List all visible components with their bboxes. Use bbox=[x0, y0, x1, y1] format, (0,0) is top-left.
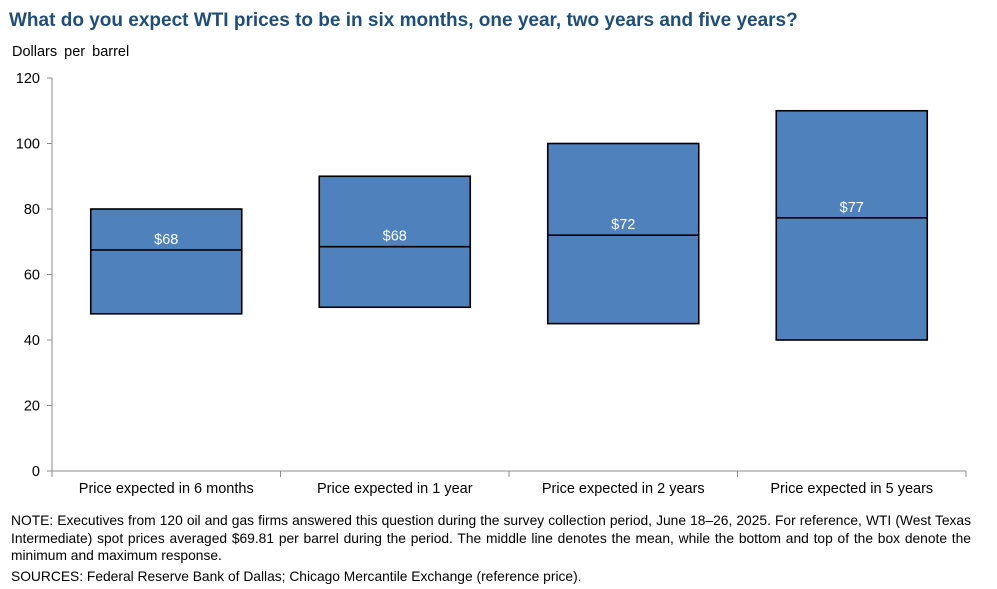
y-tick-label: 60 bbox=[24, 268, 40, 284]
x-category-label: Price expected in 6 months bbox=[79, 481, 254, 497]
range-box bbox=[775, 109, 929, 341]
mean-data-label: $77 bbox=[840, 200, 864, 216]
note-text: NOTE: Executives from 120 oil and gas fi… bbox=[11, 513, 971, 563]
y-tick-label: 100 bbox=[16, 137, 40, 153]
y-tick-label: 40 bbox=[24, 333, 40, 349]
mean-data-label: $72 bbox=[611, 217, 635, 233]
chart-note: NOTE: Executives from 120 oil and gas fi… bbox=[11, 512, 971, 565]
range-box bbox=[318, 175, 472, 309]
y-tick-label: 80 bbox=[24, 202, 40, 218]
chart-sources: SOURCES: Federal Reserve Bank of Dallas;… bbox=[11, 569, 582, 584]
mean-data-label: $68 bbox=[383, 229, 407, 245]
y-tick-label: 20 bbox=[24, 399, 40, 415]
range-box bbox=[89, 208, 243, 315]
x-category-label: Price expected in 5 years bbox=[770, 481, 933, 497]
y-tick-label: 120 bbox=[16, 71, 40, 87]
chart-title: What do you expect WTI prices to be in s… bbox=[9, 10, 798, 31]
y-tick-label: 0 bbox=[32, 464, 40, 480]
x-category-label: Price expected in 1 year bbox=[317, 481, 473, 497]
mean-data-label: $68 bbox=[154, 232, 178, 248]
x-category-label: Price expected in 2 years bbox=[542, 481, 705, 497]
y-axis-unit-label: Dollars per barrel bbox=[12, 44, 130, 60]
range-box bbox=[546, 142, 700, 325]
